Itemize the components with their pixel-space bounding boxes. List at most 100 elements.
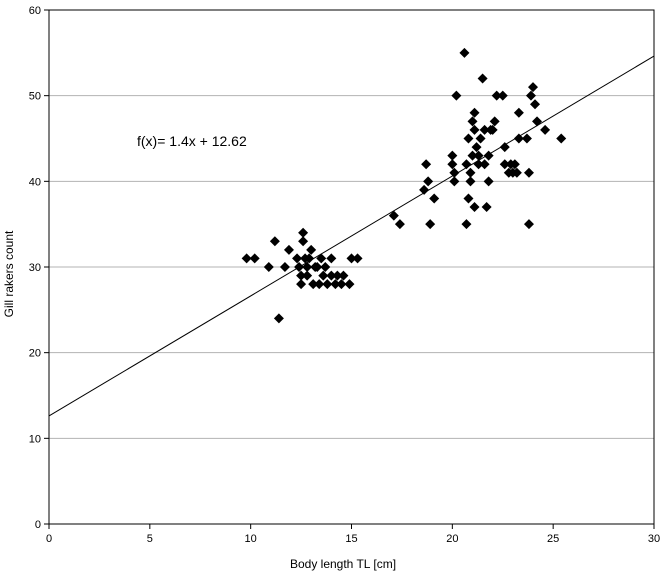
- data-point: [447, 150, 458, 161]
- data-point: [336, 279, 347, 290]
- data-point: [451, 90, 462, 101]
- data-point: [477, 73, 488, 84]
- trendline: [48, 55, 655, 417]
- data-point: [306, 244, 317, 255]
- data-point: [479, 124, 490, 135]
- data-point: [421, 159, 432, 170]
- data-point: [292, 253, 303, 264]
- trendline-equation: f(x)= 1.4x + 12.62: [137, 133, 247, 149]
- data-point: [511, 167, 522, 178]
- data-point: [481, 202, 492, 213]
- x-tick-label: 20: [446, 533, 458, 545]
- x-tick-label: 0: [46, 533, 52, 545]
- data-point: [316, 253, 327, 264]
- data-point: [459, 47, 470, 58]
- y-tick-label: 10: [29, 433, 41, 445]
- x-tick-label: 5: [147, 533, 153, 545]
- data-point: [489, 116, 500, 127]
- data-point: [425, 219, 436, 230]
- data-point: [241, 253, 252, 264]
- data-point: [465, 167, 476, 178]
- data-point: [447, 159, 458, 170]
- data-point: [419, 184, 430, 195]
- data-point: [308, 279, 319, 290]
- data-point: [499, 142, 510, 153]
- data-point: [509, 159, 520, 170]
- data-point: [483, 176, 494, 187]
- data-point: [465, 176, 476, 187]
- data-point: [296, 279, 307, 290]
- data-point: [304, 253, 315, 264]
- data-point: [467, 150, 478, 161]
- y-tick-label: 30: [29, 262, 41, 274]
- data-point: [513, 133, 524, 144]
- data-point: [263, 262, 274, 272]
- data-point: [279, 262, 290, 272]
- data-point: [469, 107, 480, 118]
- data-points: [241, 47, 567, 324]
- data-point: [269, 236, 280, 247]
- data-point: [497, 90, 508, 101]
- data-point: [346, 253, 357, 264]
- data-point: [394, 219, 405, 230]
- data-point: [487, 124, 498, 135]
- data-point: [302, 262, 313, 272]
- data-point: [473, 150, 484, 161]
- data-point: [449, 167, 460, 178]
- y-tick-label: 60: [29, 5, 41, 17]
- data-point: [283, 244, 294, 255]
- data-point: [513, 107, 524, 118]
- data-point: [528, 82, 538, 93]
- x-tick-label: 25: [547, 533, 559, 545]
- x-tick-label: 10: [245, 533, 257, 545]
- data-point: [499, 159, 510, 170]
- y-tick-label: 0: [35, 519, 41, 531]
- data-point: [473, 159, 484, 170]
- data-point: [483, 150, 494, 161]
- data-point: [296, 270, 307, 281]
- data-point: [352, 253, 363, 264]
- data-point: [463, 133, 474, 144]
- data-point: [540, 124, 551, 135]
- data-point: [330, 279, 341, 290]
- data-point: [469, 124, 480, 135]
- data-point: [461, 219, 472, 230]
- gridlines: [49, 95, 654, 439]
- data-point: [475, 133, 486, 144]
- data-point: [469, 202, 480, 213]
- data-point: [491, 90, 502, 101]
- data-point: [298, 227, 309, 238]
- data-point: [423, 176, 434, 187]
- data-point: [463, 193, 474, 204]
- data-point: [320, 262, 331, 272]
- data-point: [388, 210, 399, 221]
- x-axis-label: Body length TL [cm]: [290, 557, 396, 571]
- data-point: [429, 193, 440, 204]
- data-point: [326, 253, 337, 264]
- data-point: [322, 279, 333, 290]
- y-tick-label: 20: [29, 348, 41, 360]
- x-tick-label: 15: [345, 533, 357, 545]
- data-point: [467, 116, 478, 127]
- data-point: [312, 262, 323, 272]
- data-point: [525, 90, 536, 101]
- data-point: [523, 219, 534, 230]
- y-tick-label: 50: [29, 91, 41, 103]
- data-point: [249, 253, 260, 264]
- data-point: [449, 176, 460, 187]
- data-point: [344, 279, 355, 290]
- data-point: [302, 270, 313, 281]
- data-point: [523, 167, 534, 178]
- data-point: [273, 313, 284, 324]
- x-axis-ticks: 0 5 10 15 20 25 30: [46, 524, 660, 545]
- data-point: [556, 133, 567, 144]
- data-point: [532, 116, 543, 127]
- data-point: [521, 133, 532, 144]
- y-tick-label: 40: [29, 176, 41, 188]
- data-point: [314, 279, 325, 290]
- data-point: [326, 270, 337, 281]
- data-point: [298, 236, 309, 247]
- y-axis-ticks: 0 10 20 30 40 50 60: [29, 5, 49, 531]
